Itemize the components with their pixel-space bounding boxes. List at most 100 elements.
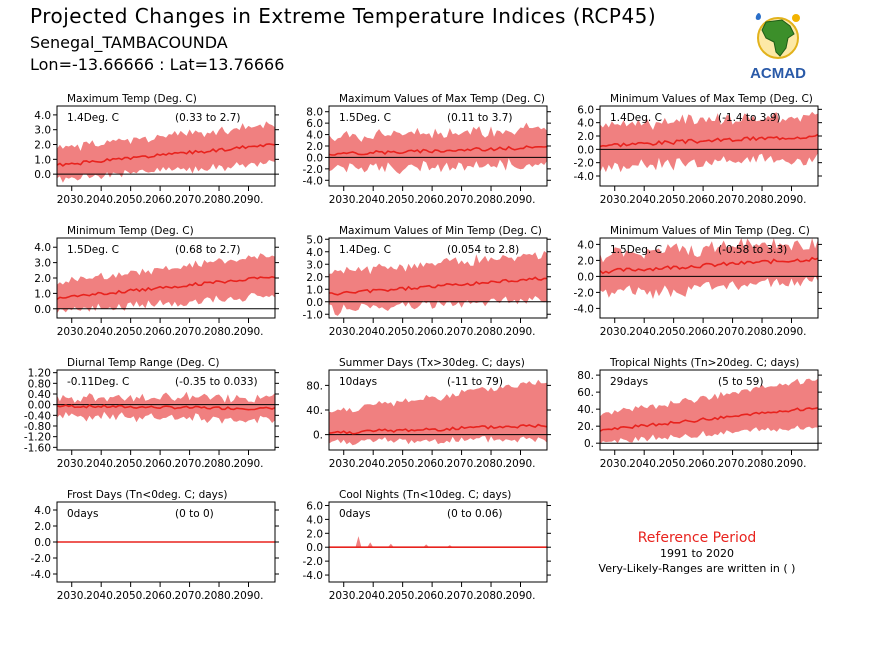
mean-label: 0days (67, 508, 98, 520)
mean-line (56, 404, 276, 411)
x-tick-label: 2090. (233, 590, 263, 602)
y-tick-label: 0.40 (28, 389, 51, 401)
x-tick-label: 2040. (629, 458, 659, 470)
x-tick-label: 2080. (747, 194, 777, 206)
x-tick-label: 2030. (57, 590, 87, 602)
y-tick-label: 0. (313, 430, 323, 442)
y-tick-label: -4.0 (303, 175, 324, 187)
x-tick-label: 2070. (175, 194, 205, 206)
x-tick-label: 2050. (388, 590, 418, 602)
range-band (600, 111, 818, 173)
y-tick-label: 80. (306, 380, 323, 392)
range-label: (0.33 to 2.7) (175, 112, 241, 124)
y-tick-label: -1.0 (303, 309, 324, 321)
y-tick-label: -1.20 (24, 432, 51, 444)
x-tick-label: 2040. (358, 458, 388, 470)
chart-title: Summer Days (Tx>30deg. C; days) (339, 357, 525, 369)
y-tick-label: 0.0 (306, 542, 323, 554)
x-tick-label: 2050. (116, 194, 146, 206)
y-tick-label: 3.0 (34, 258, 51, 270)
logo-text: ACMAD (750, 65, 806, 82)
x-tick-label: 2070. (718, 326, 748, 338)
y-tick-label: 2.0 (34, 521, 51, 533)
x-tick-label: 2060. (688, 326, 718, 338)
x-tick-label: 2080. (204, 326, 234, 338)
y-tick-label: 4.0 (34, 242, 51, 254)
plot-frame (56, 105, 276, 187)
y-tick-label: 0.0 (306, 152, 323, 164)
x-tick-label: 2030. (57, 194, 87, 206)
x-tick-label: 2060. (688, 458, 718, 470)
y-tick-label: 2.0 (306, 272, 323, 284)
x-tick-label: 2090. (233, 194, 263, 206)
x-tick-label: 2040. (629, 326, 659, 338)
y-tick-label: 5.0 (306, 234, 323, 246)
y-tick-label: 2.0 (34, 273, 51, 285)
mean-line (328, 145, 548, 156)
x-tick-label: 2060. (145, 326, 175, 338)
y-tick-label: -0.80 (24, 421, 51, 433)
range-band (329, 122, 547, 175)
reference-note: Very-Likely-Ranges are written in ( ) (598, 562, 796, 575)
y-tick-label: 4.0 (306, 130, 323, 142)
range-label: (0 to 0) (175, 508, 214, 520)
range-label: (0 to 0.06) (447, 508, 502, 520)
y-tick-label: 0.0 (34, 169, 51, 181)
mean-label: 1.4Deg. C (339, 244, 391, 256)
x-tick-label: 2030. (329, 326, 359, 338)
y-tick-label: 1.0 (306, 284, 323, 296)
x-tick-label: 2080. (476, 458, 506, 470)
x-tick-label: 2030. (329, 458, 359, 470)
y-tick-label: -2.0 (574, 287, 595, 299)
x-tick-label: 2070. (175, 590, 205, 602)
y-tick-label: 80. (577, 370, 594, 382)
y-tick-label: 40. (306, 405, 323, 417)
y-tick-label: 1.20 (28, 368, 51, 380)
x-tick-label: 2070. (175, 326, 205, 338)
x-tick-label: 2080. (204, 458, 234, 470)
y-tick-label: 4.0 (34, 505, 51, 517)
x-tick-label: 2060. (417, 194, 447, 206)
chart-c4: 4.0 3.0 2.0 1.0 0.0 2030. 2040. 2050. 2060. 2070.… (34, 225, 279, 338)
mean-label: 0days (339, 508, 370, 520)
x-tick-label: 2090. (505, 590, 535, 602)
x-tick-label: 2080. (747, 326, 777, 338)
x-tick-label: 2040. (86, 326, 116, 338)
x-tick-label: 2050. (116, 590, 146, 602)
x-tick-label: 2040. (86, 590, 116, 602)
x-tick-label: 2050. (659, 458, 689, 470)
y-tick-label: 0.0 (577, 144, 594, 156)
x-tick-label: 2090. (505, 194, 535, 206)
y-tick-label: 6.0 (306, 118, 323, 130)
y-tick-label: 0.0 (577, 271, 594, 283)
x-tick-label: 2050. (116, 326, 146, 338)
x-tick-label: 2080. (476, 194, 506, 206)
chart-title: Maximum Values of Min Temp (Deg. C) (339, 225, 542, 237)
mean-label: 1.4Deg. C (67, 112, 119, 124)
x-tick-label: 2070. (447, 326, 477, 338)
range-label: (-0.35 to 0.033) (175, 376, 258, 388)
x-tick-label: 2050. (388, 326, 418, 338)
reference-period: 1991 to 2020 (659, 547, 735, 560)
chart-title: Diurnal Temp Range (Deg. C) (67, 357, 219, 369)
chart-c6: 4.0 2.0 0.0 -2.0 -4.0 2030. 2040. 2050. 2060. 207… (574, 225, 822, 338)
chart-title: Frost Days (Tn<0deg. C; days) (67, 489, 227, 501)
range-band (57, 121, 275, 183)
x-tick-label: 2050. (116, 458, 146, 470)
africa-map-icon (755, 13, 800, 59)
range-band (600, 238, 818, 299)
chart-title: Maximum Temp (Deg. C) (67, 93, 197, 105)
x-tick-label: 2050. (659, 326, 689, 338)
y-tick-label: 3.0 (34, 125, 51, 137)
chart-title: Maximum Values of Max Temp (Deg. C) (339, 93, 545, 105)
x-tick-label: 2060. (145, 458, 175, 470)
x-tick-label: 2090. (505, 458, 535, 470)
x-tick-label: 2070. (447, 590, 477, 602)
range-label: (0.054 to 2.8) (447, 244, 519, 256)
y-tick-label: -4.0 (31, 569, 52, 581)
x-tick-label: 2070. (447, 194, 477, 206)
chart-c8: 80. 40. 0. 2030. 2040. 2050. 2060. 2070. 2080. 20… (306, 357, 551, 470)
y-tick-label: 0.0 (34, 304, 51, 316)
x-tick-label: 2080. (204, 194, 234, 206)
